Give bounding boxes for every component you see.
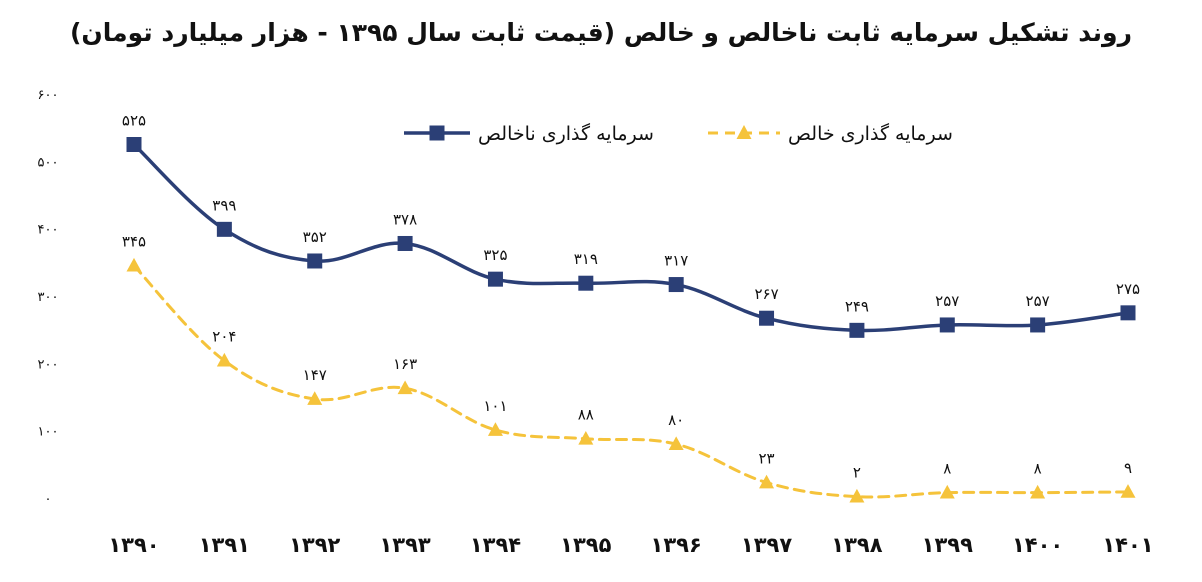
data-labels: ۵۲۵ ۳۹۹ ۳۵۲ ۳۷۸ ۳۲۵ ۳۱۹ ۳۱۷ ۲۶۷ ۲۴۹ ۲۵۷ ۲۵۷ ۲۷۵ ۳۴۵ ۲…	[122, 112, 1140, 482]
data-label-net: ۲۳	[758, 450, 774, 468]
x-tick-label: ۱۳۹۰	[108, 533, 159, 557]
data-label-net: ۱۶۳	[393, 355, 417, 373]
legend: سرمایه گذاری ناخالص سرمایه گذاری خالص	[404, 122, 953, 145]
y-tick-label: ۰	[45, 492, 52, 507]
x-tick-label: ۱۳۹۲	[289, 533, 340, 557]
x-tick-label: ۱۳۹۵	[560, 533, 611, 557]
marker-net	[668, 436, 684, 450]
marker-gross	[1120, 305, 1136, 321]
series-line-gross	[132, 142, 1130, 333]
x-tick-label: ۱۴۰۱	[1102, 533, 1153, 557]
marker-gross	[668, 277, 684, 293]
y-tick-label: ۶۰۰	[38, 88, 59, 103]
x-tick-label: ۱۳۹۱	[199, 533, 250, 557]
data-label-gross: ۲۵۷	[935, 292, 959, 310]
marker-gross	[849, 322, 865, 338]
data-label-net: ۸	[1034, 460, 1042, 478]
y-tick-label: ۱۰۰	[38, 425, 59, 440]
x-tick-label: ۱۳۹۴	[470, 533, 521, 557]
marker-net	[759, 474, 775, 489]
marker-gross	[759, 310, 775, 326]
marker-net	[1120, 484, 1136, 498]
data-label-gross: ۲۷۵	[1116, 280, 1140, 298]
legend-marker-gross	[429, 125, 445, 141]
marker-net	[397, 380, 413, 395]
marker-gross	[216, 221, 232, 237]
legend-marker-net	[736, 125, 752, 139]
series-lines	[132, 142, 1130, 499]
x-tick-label: ۱۳۹۷	[741, 533, 792, 557]
x-tick-label: ۱۳۹۸	[831, 533, 882, 557]
y-tick-label: ۳۰۰	[38, 290, 59, 305]
data-label-gross: ۳۵۲	[303, 228, 327, 246]
marker-net	[307, 391, 323, 405]
y-tick-label: ۲۰۰	[38, 357, 59, 372]
chart-title: روند تشکیل سرمایه ثابت ناخالص و خالص (قی…	[70, 18, 1132, 47]
y-tick-label: ۴۰۰	[38, 223, 59, 238]
marker-gross	[578, 275, 594, 291]
data-label-net: ۳۴۵	[122, 233, 146, 251]
legend-label-net: سرمایه گذاری خالص	[788, 122, 953, 145]
data-label-gross: ۳۲۵	[483, 246, 507, 264]
data-label-net: ۲	[853, 464, 861, 482]
y-axis-ticks: ۰ ۱۰۰ ۲۰۰ ۳۰۰ ۴۰۰ ۵۰۰ ۶۰۰	[38, 88, 59, 507]
marker-net	[849, 488, 865, 503]
marker-gross	[487, 271, 503, 287]
marker-net	[126, 257, 142, 272]
marker-gross	[939, 317, 955, 333]
marker-net	[578, 430, 594, 445]
marker-gross	[126, 137, 142, 152]
data-label-gross: ۳۱۹	[574, 250, 598, 268]
x-tick-label: ۱۳۹۶	[651, 533, 702, 557]
series-line-net	[132, 264, 1130, 499]
marker-gross	[1030, 317, 1046, 333]
data-label-gross: ۲۴۹	[845, 297, 869, 315]
marker-net	[216, 352, 232, 367]
data-label-gross: ۲۵۷	[1026, 292, 1050, 310]
x-axis-ticks: ۱۳۹۰ ۱۳۹۱ ۱۳۹۲ ۱۳۹۳ ۱۳۹۴ ۱۳۹۵ ۱۳۹۶ ۱۳۹۷ ۱۳۹۸ ۱۳۹۹…	[108, 533, 1153, 557]
x-tick-label: ۱۴۰۰	[1012, 533, 1063, 557]
data-label-net: ۱۰۱	[483, 397, 507, 415]
data-label-net: ۸۰	[668, 411, 684, 429]
marker-net	[487, 422, 503, 436]
x-tick-label: ۱۳۹۹	[922, 533, 973, 557]
legend-label-gross: سرمایه گذاری ناخالص	[478, 122, 654, 145]
data-label-gross: ۲۶۷	[754, 285, 778, 303]
data-label-net: ۸۸	[578, 406, 594, 424]
data-label-gross: ۵۲۵	[122, 112, 146, 130]
y-tick-label: ۵۰۰	[38, 155, 59, 170]
data-label-gross: ۳۹۹	[212, 196, 236, 214]
data-label-net: ۸	[943, 460, 951, 478]
data-label-net: ۱۴۷	[303, 366, 327, 384]
data-label-net: ۹	[1124, 459, 1132, 477]
x-tick-label: ۱۳۹۳	[379, 533, 430, 557]
marker-gross	[397, 235, 413, 251]
data-label-gross: ۳۱۷	[664, 252, 688, 270]
data-label-net: ۲۰۴	[212, 328, 236, 346]
marker-gross	[307, 253, 323, 269]
data-label-gross: ۳۷۸	[393, 210, 417, 228]
series-markers	[126, 137, 1136, 503]
marker-net	[939, 484, 955, 499]
marker-net	[1030, 484, 1046, 499]
